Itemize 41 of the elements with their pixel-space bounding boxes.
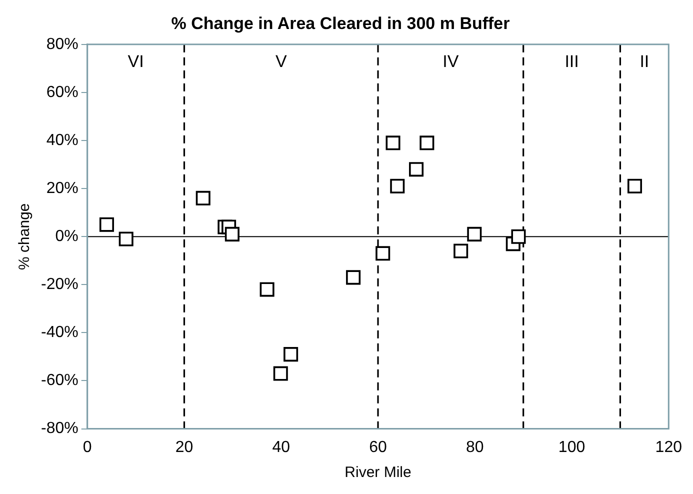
y-tick-label: 0%	[55, 228, 78, 246]
x-tick-label: 0	[82, 438, 92, 456]
annotation: V	[275, 52, 288, 72]
point	[284, 347, 298, 362]
point	[260, 282, 274, 297]
point	[420, 136, 434, 150]
x-tick-label: 80	[466, 438, 484, 456]
point	[273, 366, 288, 381]
point	[118, 232, 134, 246]
y-tick-label: -80%	[40, 420, 78, 438]
y-axis-title: % change	[16, 203, 34, 270]
y-tick-label: 40%	[46, 132, 78, 149]
point	[627, 178, 642, 194]
point	[376, 246, 390, 261]
x-tick-label: 100	[558, 438, 586, 456]
x-tick-label: 60	[369, 438, 387, 456]
annotation: IV	[442, 52, 460, 72]
y-tick-label: 60%	[46, 84, 78, 101]
x-tick-label: 20	[175, 438, 194, 456]
point	[390, 178, 405, 194]
point	[224, 226, 240, 242]
point	[511, 229, 526, 244]
y-tick-label: 80%	[46, 36, 78, 53]
point	[409, 162, 424, 177]
point	[386, 136, 400, 150]
chart-title: % Change in Area Cleared in 300 m Buffer	[171, 14, 510, 33]
point	[196, 190, 210, 206]
point	[467, 226, 482, 242]
x-tick-label: 40	[272, 438, 290, 456]
x-axis-title: River Mile	[344, 464, 412, 482]
annotation: III	[564, 52, 579, 72]
annotation: VI	[128, 52, 144, 72]
y-tick-label: -20%	[40, 276, 78, 294]
point	[99, 217, 114, 232]
y-tick-label: -60%	[40, 372, 78, 390]
y-tick-label: -40%	[40, 324, 78, 342]
y-tick-label: 20%	[46, 180, 78, 197]
annotation: II	[640, 52, 650, 72]
point	[454, 244, 468, 258]
point	[346, 270, 361, 285]
x-tick-label: 120	[655, 438, 682, 456]
